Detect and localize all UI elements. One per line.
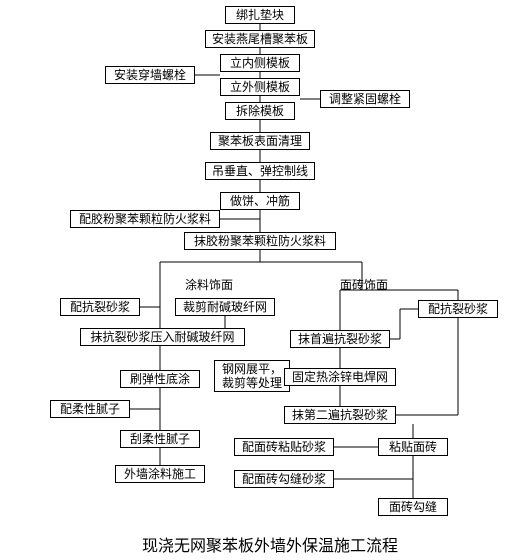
node-n12: 抹胶粉聚苯颗粒防火浆料	[184, 232, 336, 250]
node-n2: 安装燕尾槽聚苯板	[205, 30, 315, 48]
label-lbl-tile: 面砖饰面	[340, 276, 388, 293]
node-n18: 刮柔性腻子	[120, 430, 200, 448]
node-n9: 吊垂直、弹控制线	[205, 162, 315, 180]
node-n20: 配抗裂砂浆	[418, 300, 498, 318]
node-n13: 配抗裂砂浆	[60, 298, 140, 316]
node-n19: 外墙涂料施工	[115, 465, 205, 483]
node-n1: 绑扎垫块	[225, 6, 295, 24]
node-n21: 抹首遍抗裂砂浆	[290, 330, 390, 348]
node-n6: 调整紧固螺栓	[320, 90, 410, 108]
node-n26: 粘贴面砖	[378, 438, 448, 456]
label-lbl-coating: 涂料饰面	[185, 276, 233, 293]
node-n16: 刷弹性底涂	[120, 370, 200, 388]
node-n14: 裁剪耐碱玻纤网	[175, 298, 275, 316]
node-n3: 立内侧模板	[220, 54, 300, 72]
node-n5: 立外侧模板	[220, 78, 300, 96]
node-n23: 固定热涂锌电焊网	[284, 368, 396, 386]
node-n7: 拆除模板	[225, 102, 295, 120]
diagram-title: 现浇无网聚苯板外墙外保温施工流程	[130, 532, 410, 556]
node-n10: 做饼、冲筋	[220, 192, 300, 210]
node-n11: 配胶粉聚苯颗粒防火浆料	[70, 210, 220, 228]
node-n24: 抹第二遍抗裂砂浆	[284, 406, 396, 424]
node-n25: 配面砖粘贴砂浆	[234, 438, 334, 456]
node-n4: 安装穿墙螺栓	[105, 66, 195, 84]
node-n27: 配面砖勾缝砂浆	[234, 470, 334, 488]
node-n8: 聚苯板表面清理	[210, 132, 310, 150]
node-n28: 面砖勾缝	[378, 498, 448, 516]
node-n22: 钢网展平， 裁剪等处理	[214, 360, 290, 392]
node-n15: 抹抗裂砂浆压入耐碱玻纤网	[80, 328, 245, 346]
node-n17: 配柔性腻子	[50, 400, 130, 418]
